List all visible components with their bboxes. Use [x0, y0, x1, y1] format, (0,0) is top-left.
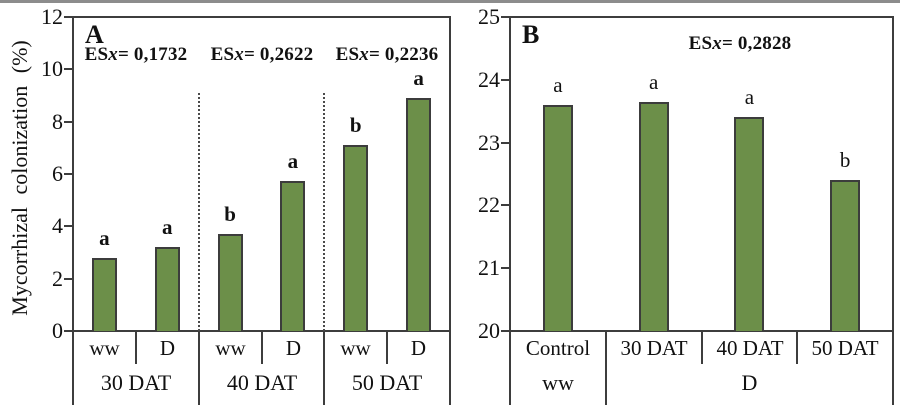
- category-label: 40 DAT: [716, 336, 784, 360]
- category-separator: [796, 331, 798, 364]
- group-label: ww: [542, 370, 574, 395]
- group-divider-dotted: [198, 93, 200, 331]
- category-separator: [386, 331, 388, 364]
- tick-mark: [64, 121, 72, 123]
- category-label: D: [159, 336, 176, 360]
- group-separator: [198, 331, 200, 405]
- category-label: D: [285, 336, 302, 360]
- group-divider-dotted: [323, 93, 325, 331]
- bar: [543, 105, 573, 331]
- significance-letter: a: [648, 70, 659, 94]
- category-label: ww: [89, 336, 120, 360]
- y-axis-line: [509, 17, 511, 405]
- bar: [406, 98, 431, 331]
- group-label: 50 DAT: [351, 370, 423, 395]
- tick-mark: [501, 267, 509, 269]
- significance-letter: a: [744, 85, 755, 109]
- tick-label: 12: [41, 4, 63, 29]
- tick-label: 8: [52, 109, 63, 134]
- bar: [218, 234, 243, 331]
- bar: [734, 117, 764, 331]
- significance-letter: b: [349, 113, 362, 137]
- bar: [830, 180, 860, 331]
- panel-label: A: [85, 20, 104, 49]
- category-separator: [261, 331, 263, 364]
- right-border-line: [449, 17, 451, 405]
- significance-letter: b: [839, 148, 851, 172]
- bar: [343, 145, 368, 331]
- category-separator: [701, 331, 703, 364]
- significance-letter: a: [413, 66, 424, 90]
- figure-top-edge: [0, 0, 900, 3]
- group-separator: [605, 331, 607, 405]
- panel-label: B: [522, 20, 540, 49]
- tick-mark: [501, 204, 509, 206]
- category-label: Control: [525, 336, 591, 360]
- tick-label: 20: [478, 318, 500, 343]
- tick-mark: [501, 330, 509, 332]
- tick-label: 0: [52, 318, 63, 343]
- category-separator: [135, 331, 137, 364]
- tick-label: 23: [478, 130, 500, 155]
- significance-letter: b: [224, 202, 236, 226]
- group-label: 30 DAT: [100, 370, 172, 395]
- bar: [639, 102, 669, 331]
- category-label: ww: [340, 336, 371, 360]
- tick-mark: [64, 173, 72, 175]
- tick-label: 4: [52, 213, 63, 238]
- group-separator: [323, 331, 325, 405]
- significance-letter: a: [287, 149, 299, 173]
- tick-mark: [64, 330, 72, 332]
- tick-label: 2: [52, 266, 63, 291]
- tick-label: 10: [41, 56, 63, 81]
- category-label: D: [410, 336, 427, 360]
- es-label: ESx= 0,2236: [335, 44, 439, 65]
- bar: [155, 247, 180, 331]
- significance-letter: a: [162, 215, 173, 239]
- group-label: 40 DAT: [226, 370, 298, 395]
- tick-mark: [64, 225, 72, 227]
- significance-letter: a: [99, 226, 110, 250]
- category-label: 50 DAT: [811, 336, 879, 360]
- tick-label: 21: [478, 255, 500, 280]
- tick-mark: [64, 16, 72, 18]
- top-border-line: [72, 16, 451, 18]
- category-label: 30 DAT: [620, 336, 688, 360]
- top-border-line: [509, 16, 894, 18]
- tick-label: 6: [52, 161, 63, 186]
- right-border-line: [892, 17, 894, 405]
- bar: [92, 258, 117, 331]
- tick-label: 22: [478, 192, 500, 217]
- bar: [280, 181, 305, 331]
- tick-label: 25: [478, 4, 500, 29]
- significance-letter: a: [553, 73, 563, 97]
- tick-mark: [501, 142, 509, 144]
- tick-mark: [64, 278, 72, 280]
- es-label: ESx= 0,1732: [84, 44, 188, 65]
- es-label: ESx= 0,2828: [688, 33, 792, 54]
- group-label: D: [741, 370, 758, 395]
- tick-mark: [501, 16, 509, 18]
- y-axis-line: [72, 17, 74, 405]
- category-label: ww: [215, 336, 246, 360]
- es-label: ESx= 0,2622: [210, 44, 314, 65]
- tick-mark: [64, 68, 72, 70]
- tick-mark: [501, 79, 509, 81]
- tick-label: 24: [478, 67, 500, 92]
